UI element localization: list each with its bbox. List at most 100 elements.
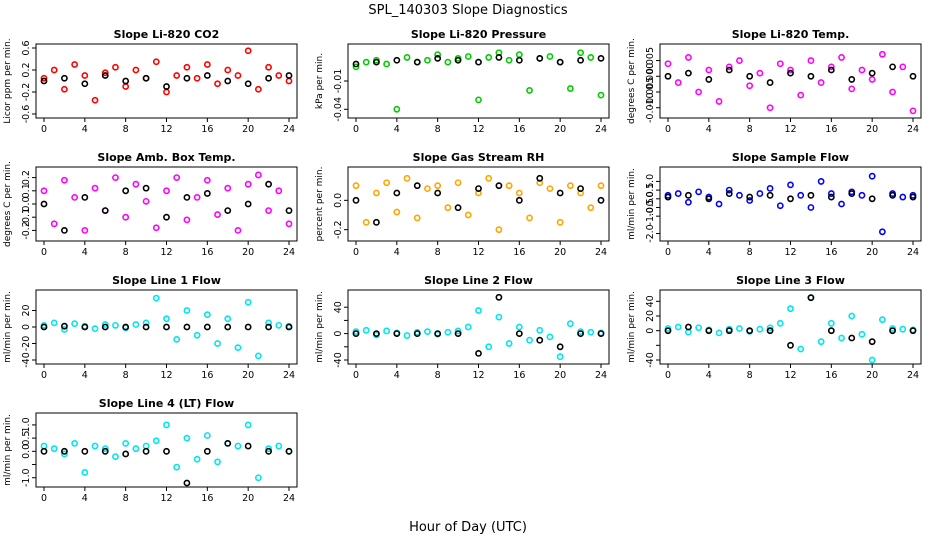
x-tick-label: 8 — [123, 247, 129, 258]
data-point — [112, 453, 119, 460]
data-point — [746, 327, 754, 335]
plot-frame — [659, 289, 922, 365]
data-point — [142, 442, 150, 450]
data-point — [71, 439, 79, 447]
data-point — [838, 200, 845, 208]
y-tick-label: 20 — [645, 310, 656, 322]
data-point — [244, 180, 252, 188]
panel-title: Slope Line 4 (LT) Flow — [99, 397, 234, 410]
y-axis-label: kPa per min. — [315, 53, 325, 109]
data-point — [183, 323, 191, 331]
data-point — [797, 191, 805, 199]
panel-title: Slope Line 1 Flow — [112, 274, 221, 287]
data-point — [766, 104, 774, 112]
data-point — [91, 325, 99, 333]
x-tick-label: 16 — [513, 247, 525, 258]
data-point — [858, 330, 866, 338]
x-tick-label: 4 — [394, 124, 400, 135]
data-point — [234, 442, 242, 450]
data-point — [163, 323, 170, 331]
y-tick-label: -0.04 — [333, 97, 344, 122]
data-point — [526, 336, 533, 344]
data-point — [674, 190, 682, 197]
data-point — [244, 323, 252, 331]
data-point — [214, 458, 221, 466]
data-point — [122, 77, 130, 85]
y-tick-label: -0.2 — [21, 83, 32, 102]
data-point — [163, 447, 170, 455]
plot-frame — [347, 166, 610, 242]
data-point — [112, 63, 119, 71]
y-axis-label: ml/min per min. — [627, 291, 637, 363]
data-point — [878, 50, 886, 58]
data-point — [203, 72, 211, 79]
x-tick-label: 16 — [825, 370, 837, 381]
data-point — [848, 334, 856, 342]
data-point — [546, 53, 554, 60]
data-point — [224, 184, 232, 192]
x-tick-label: 16 — [825, 124, 837, 135]
data-point — [285, 72, 293, 79]
x-tick-label: 16 — [201, 247, 213, 258]
y-tick-label: -40 — [333, 352, 344, 368]
data-point — [193, 455, 201, 463]
data-point — [817, 178, 825, 185]
data-point — [163, 213, 170, 221]
data-point — [101, 72, 109, 79]
data-point — [746, 197, 754, 204]
data-point — [495, 313, 503, 321]
x-tick-label: 0 — [665, 247, 671, 258]
y-tick-label: 0.5 — [21, 431, 32, 446]
data-point — [142, 197, 150, 205]
y-tick-label: -20 — [21, 336, 32, 352]
x-tick-label: 12 — [160, 247, 172, 258]
x-tick-label: 20 — [866, 247, 878, 258]
data-point — [203, 176, 211, 184]
data-point — [383, 60, 391, 68]
data-point — [224, 315, 232, 323]
y-tick-label: 0.0 — [333, 193, 344, 208]
data-point — [403, 174, 411, 182]
data-point — [878, 228, 886, 236]
x-tick-label: 12 — [472, 124, 484, 135]
data-point — [878, 316, 886, 324]
x-tick-label: 24 — [907, 124, 919, 135]
panel-title: Slope Gas Stream RH — [413, 151, 545, 164]
data-point — [787, 69, 794, 77]
data-point — [40, 200, 48, 208]
data-point — [61, 447, 68, 455]
data-point — [393, 56, 401, 64]
data-point — [424, 56, 431, 64]
data-point — [664, 327, 672, 335]
data-point — [122, 450, 130, 458]
data-point — [434, 54, 442, 62]
data-point — [454, 204, 462, 212]
figure-x-axis-label: Hour of Day (UTC) — [409, 520, 527, 535]
data-point — [725, 186, 733, 194]
x-tick-label: 4 — [82, 370, 88, 381]
data-point — [173, 335, 181, 343]
data-point — [91, 442, 99, 450]
data-point — [101, 445, 109, 453]
data-point — [183, 193, 191, 201]
x-tick-label: 0 — [41, 370, 47, 381]
data-point — [393, 189, 401, 197]
data-point — [858, 191, 866, 199]
series-1 — [40, 171, 293, 234]
data-point — [173, 463, 181, 471]
panel-1: Slope Li-820 CO2 0 4 8 12 16 20 24 -0.6 -0.2 0.2 0.… — [3, 28, 298, 135]
data-point — [285, 77, 293, 85]
data-point — [475, 349, 482, 357]
x-tick-label: 24 — [907, 370, 919, 381]
data-point — [817, 338, 825, 346]
x-tick-label: 8 — [747, 247, 753, 258]
x-tick-label: 0 — [665, 124, 671, 135]
data-point — [101, 69, 109, 77]
data-point — [40, 187, 48, 195]
x-tick-label: 4 — [82, 247, 88, 258]
data-point — [285, 207, 293, 214]
data-point — [536, 174, 544, 182]
y-tick-label: 0.0 — [21, 196, 32, 211]
series-1 — [664, 294, 917, 364]
data-point — [203, 311, 211, 319]
